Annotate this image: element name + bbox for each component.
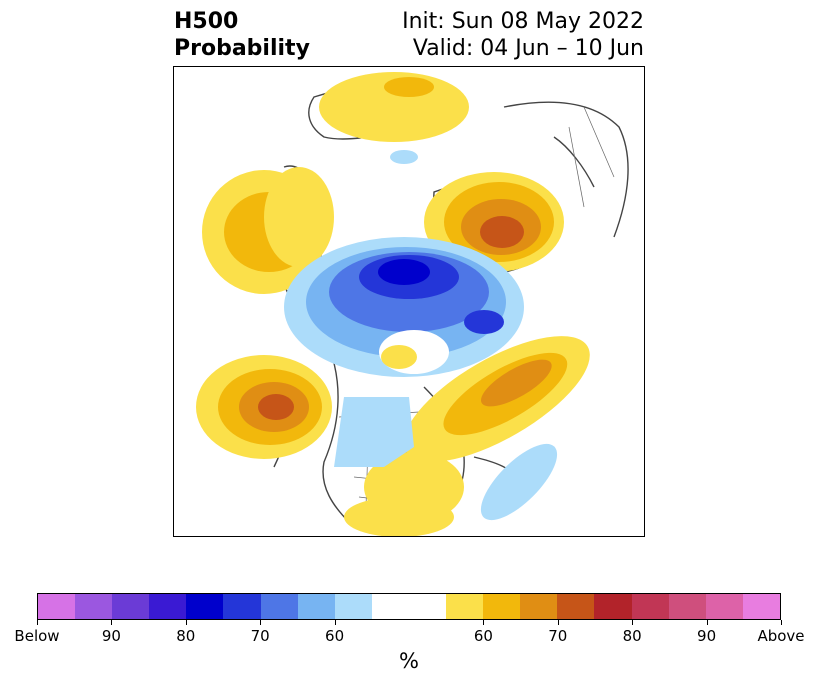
colorbar-tick [260, 620, 262, 625]
colorbar-swatch [38, 594, 76, 619]
colorbar-tick [781, 620, 782, 625]
colorbar-swatch [594, 594, 632, 619]
title-line-1: H500 [174, 9, 239, 34]
colorbar-tick-label: 70 [250, 627, 270, 645]
colorbar-swatch [260, 594, 298, 619]
map-title: H500 Probability [174, 8, 310, 62]
init-date: Init: Sun 08 May 2022 [402, 9, 644, 34]
colorbar-tick-label: 80 [622, 627, 642, 645]
colorbar-tick [37, 620, 38, 625]
colorbar-tick [557, 620, 559, 625]
colorbar-swatch [483, 594, 521, 619]
colorbar-swatch [557, 594, 595, 619]
colorbar-swatch [446, 594, 484, 619]
above-normal-anomalies [196, 72, 590, 536]
colorbar-tick-label: Below [14, 627, 60, 645]
colorbar-ticks [37, 620, 782, 628]
colorbar-swatch [297, 594, 335, 619]
colorbar-tick [632, 620, 634, 625]
title-line-2: Probability [174, 36, 310, 61]
colorbar-swatch [75, 594, 113, 619]
colorbar-swatch [631, 594, 669, 619]
colorbar-swatch [742, 594, 780, 619]
map-panel [173, 66, 645, 537]
colorbar-tick [185, 620, 187, 625]
colorbar-tick-label: 60 [325, 627, 345, 645]
colorbar-tick-label: 90 [101, 627, 121, 645]
date-info: Init: Sun 08 May 2022 Valid: 04 Jun – 10… [402, 8, 644, 62]
colorbar-swatch [149, 594, 187, 619]
colorbar [37, 593, 781, 620]
colorbar-tick-label: 70 [548, 627, 568, 645]
colorbar-tick [334, 620, 336, 625]
colorbar-tick [483, 620, 485, 625]
colorbar-tick [111, 620, 113, 625]
colorbar-tick [706, 620, 708, 625]
colorbar-swatch [223, 594, 261, 619]
colorbar-tick-label: 60 [473, 627, 493, 645]
probability-map [196, 72, 629, 536]
colorbar-swatch [334, 594, 372, 619]
colorbar-swatch [186, 594, 224, 619]
colorbar-unit: % [399, 649, 419, 673]
colorbar-tick-label: 90 [697, 627, 717, 645]
below-normal-anomalies [284, 150, 558, 521]
colorbar-swatch [705, 594, 743, 619]
colorbar-tick-label: Above [757, 627, 805, 645]
colorbar-swatch [112, 594, 150, 619]
colorbar-swatch [371, 594, 447, 619]
colorbar-swatch [668, 594, 706, 619]
colorbar-tick-label: 80 [176, 627, 196, 645]
valid-dates: Valid: 04 Jun – 10 Jun [412, 36, 644, 61]
colorbar-swatch [520, 594, 558, 619]
